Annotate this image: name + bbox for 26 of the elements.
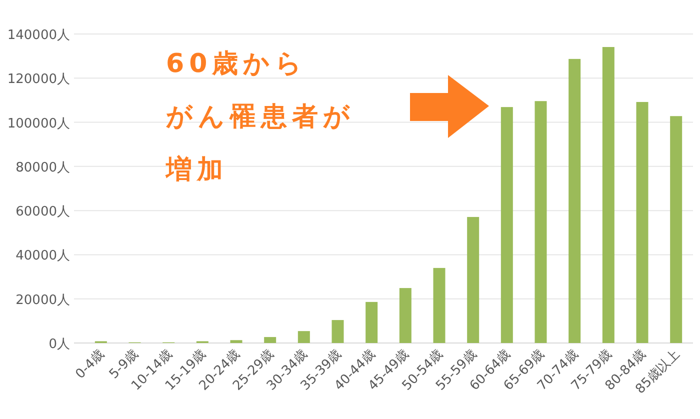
y-tick-label: 40000人 <box>16 248 70 264</box>
bar <box>467 216 480 343</box>
bar <box>568 58 581 343</box>
y-tick-label: 100000人 <box>7 116 70 132</box>
y-tick-label: 60000人 <box>16 204 70 220</box>
bar <box>500 107 513 343</box>
y-tick-label: 0人 <box>48 337 70 352</box>
y-tick-label: 80000人 <box>16 160 70 176</box>
bar <box>332 320 344 343</box>
y-tick-label: 120000人 <box>7 72 70 88</box>
bar <box>366 302 378 343</box>
y-tick-label: 140000人 <box>7 28 70 43</box>
bar <box>636 102 648 343</box>
bar <box>602 47 614 343</box>
bar <box>230 340 242 343</box>
bar <box>433 268 446 343</box>
x-tick-label: 0-4歳 <box>72 347 108 382</box>
bar <box>298 331 310 343</box>
annotation: 増加 <box>165 154 228 185</box>
bar <box>670 116 682 343</box>
y-tick-label: 20000人 <box>16 292 70 308</box>
bar <box>534 101 547 343</box>
annotation: 60歳から <box>166 49 308 79</box>
annotation: がん罹患者が <box>166 102 355 132</box>
bar <box>399 288 412 343</box>
bar <box>264 337 276 343</box>
